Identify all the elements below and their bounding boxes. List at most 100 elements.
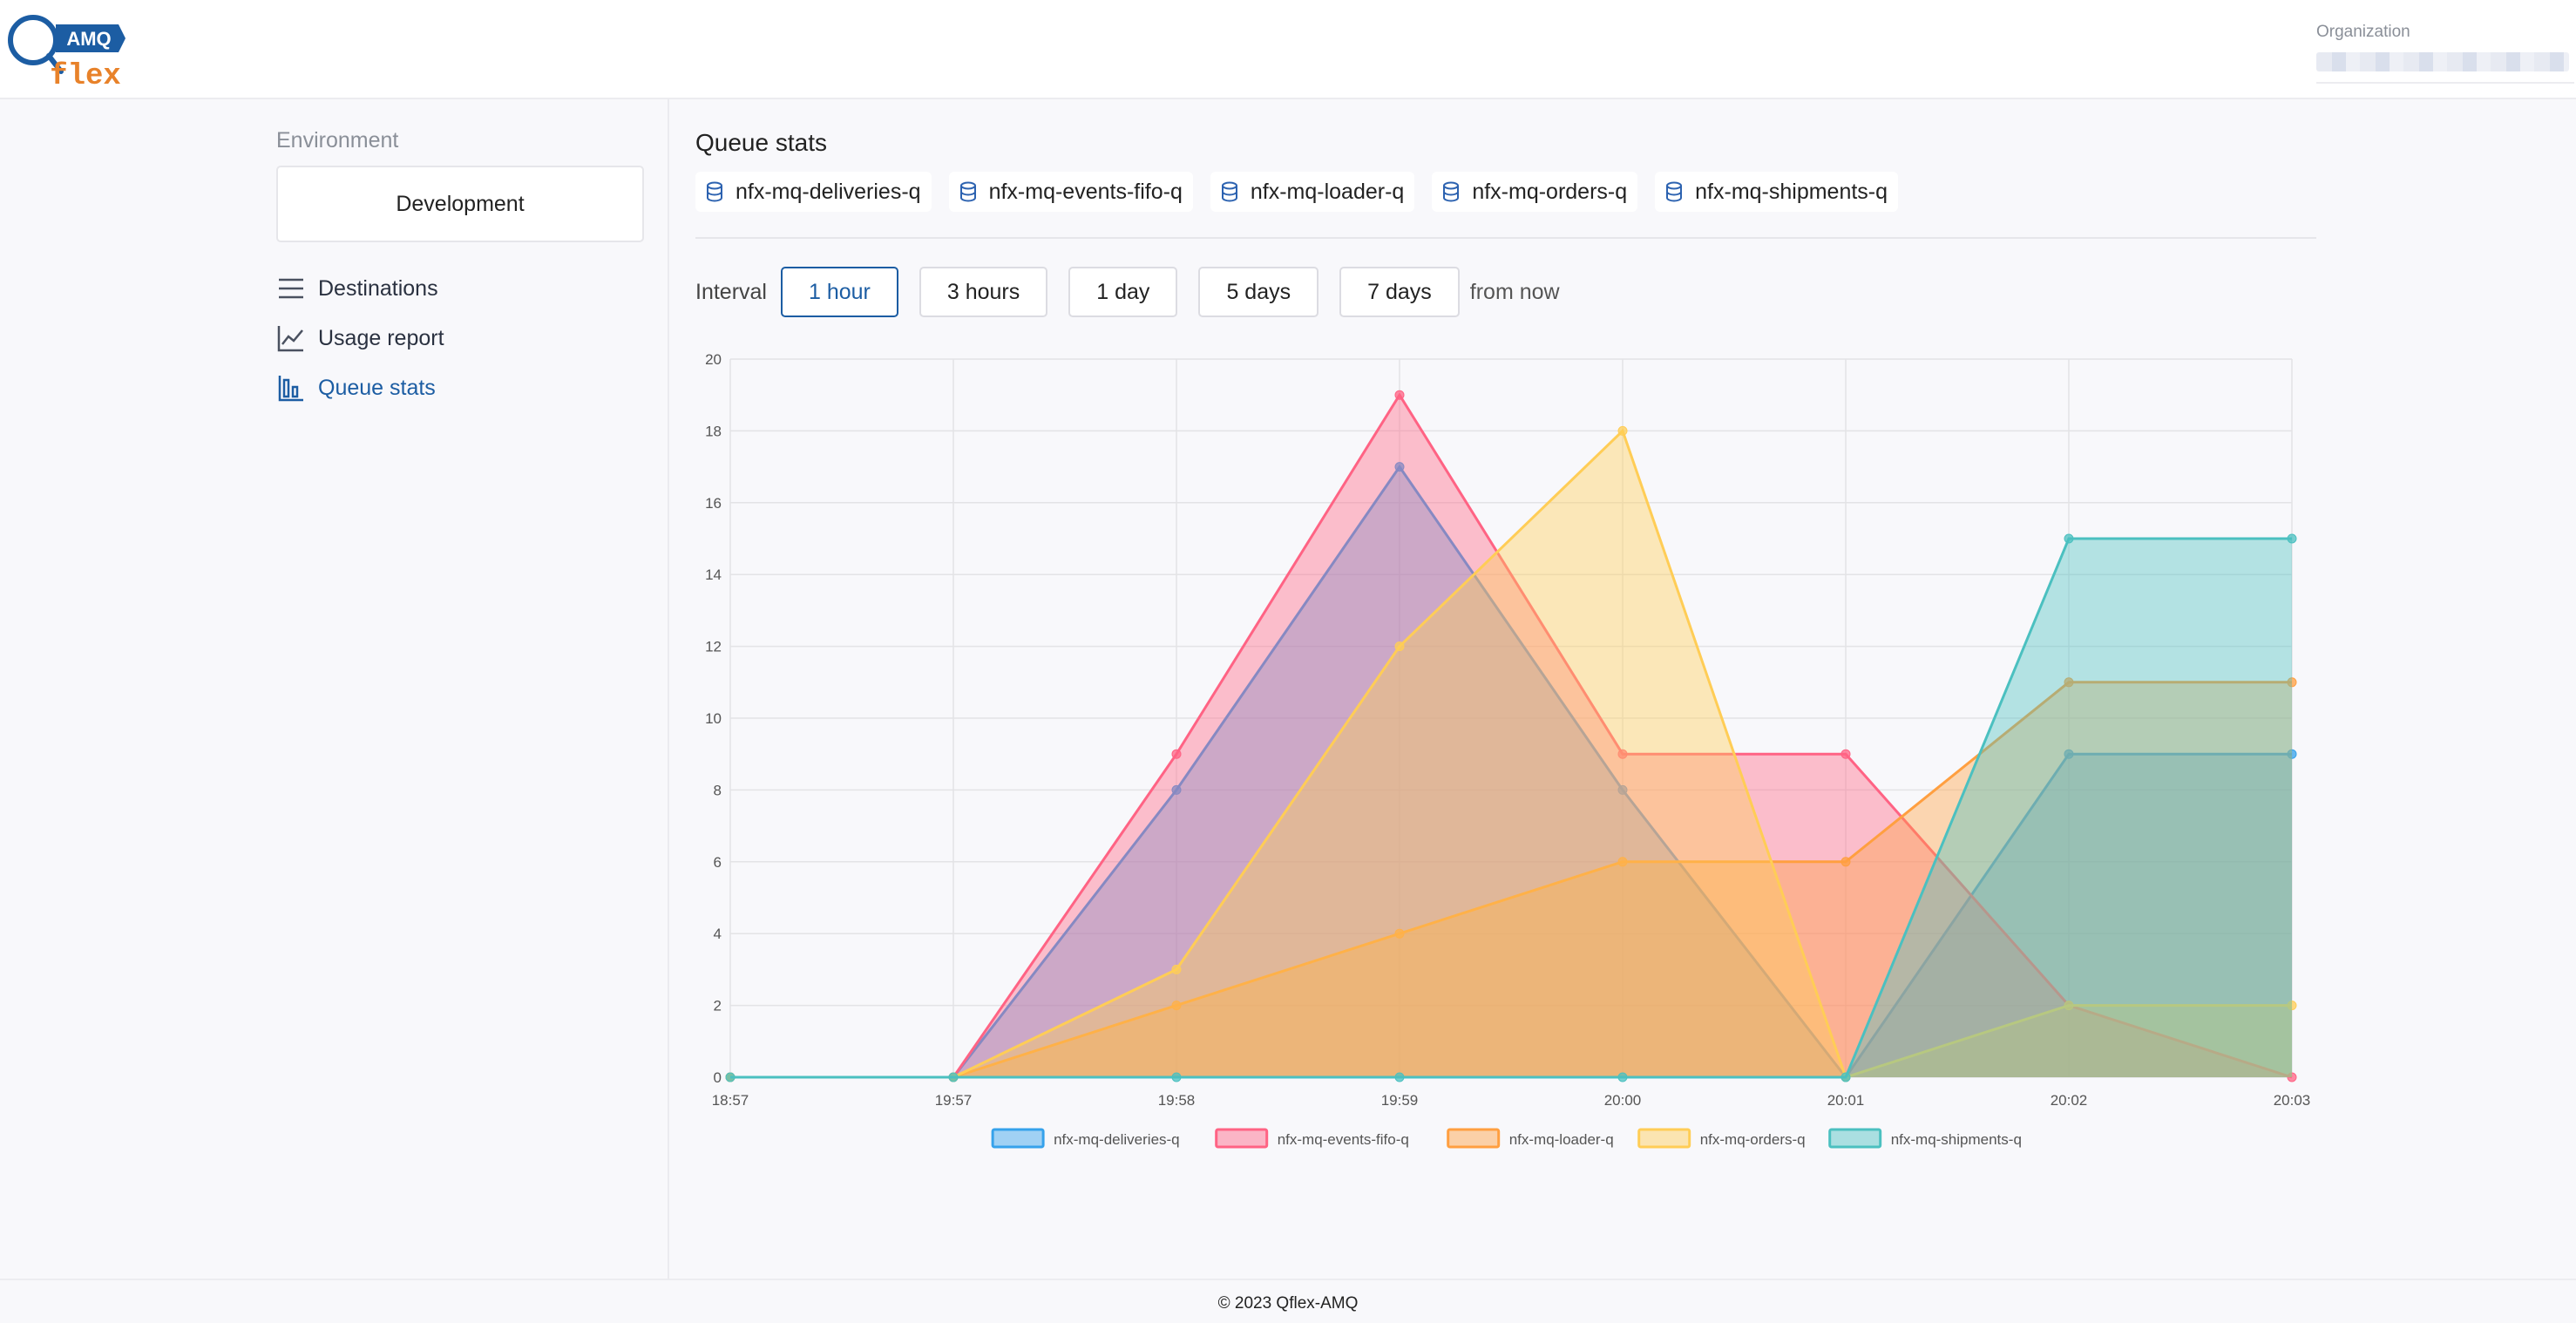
environment-label: Environment <box>276 128 399 153</box>
queue-chip-label: nfx-mq-events-fifo-q <box>988 179 1183 204</box>
legend-label: nfx-mq-shipments-q <box>1891 1131 2022 1148</box>
data-point <box>2287 533 2297 544</box>
queue-chip[interactable]: nfx-mq-events-fifo-q <box>948 172 1193 212</box>
database-icon <box>959 181 976 202</box>
legend-swatch <box>1215 1128 1269 1149</box>
organization-underline <box>2316 82 2574 84</box>
sidebar-item-label: Destinations <box>318 275 438 301</box>
series-area-nfx-mq-orders-q <box>730 431 2292 1077</box>
data-point <box>1171 1001 1182 1011</box>
environment-value: Development <box>396 192 525 216</box>
y-tick-label: 18 <box>705 423 722 439</box>
interval-5-days-button[interactable]: 5 days <box>1198 267 1319 317</box>
legend-swatch <box>1637 1128 1691 1149</box>
data-point <box>1394 390 1405 400</box>
data-point <box>1617 1072 1628 1082</box>
environment-selector[interactable]: Development <box>276 166 644 242</box>
legend-label: nfx-mq-loader-q <box>1509 1131 1614 1148</box>
queue-chip-label: nfx-mq-shipments-q <box>1695 179 1888 204</box>
top-header: AMQ flex Organization <box>0 0 2576 99</box>
queue-chip[interactable]: nfx-mq-orders-q <box>1432 172 1638 212</box>
interval-selector: Interval 1 hour 3 hours 1 day 5 days 7 d… <box>695 267 1560 317</box>
sidebar-item-label: Queue stats <box>318 375 436 400</box>
footer: © 2023 Qflex-AMQ <box>0 1279 2576 1323</box>
data-point <box>1171 749 1182 759</box>
footer-copyright: © 2023 Qflex-AMQ <box>1217 1294 1359 1313</box>
queue-stats-chart: 0 2 4 6 8 10 12 14 16 18 20 18:57 19:57 19:58 19:59 20:… <box>705 351 2311 1149</box>
data-point <box>1840 1072 1851 1082</box>
y-tick-label: 16 <box>705 495 722 512</box>
data-point <box>1171 964 1182 974</box>
sidebar-divider <box>668 98 669 1279</box>
data-point <box>1171 784 1182 795</box>
interval-1-day-button[interactable]: 1 day <box>1068 267 1178 317</box>
series-line-nfx-mq-deliveries-q <box>730 464 2292 1080</box>
logo-flex-text: flex <box>50 60 121 91</box>
x-tick-label: 18:57 <box>712 1092 749 1109</box>
y-tick-label: 10 <box>705 710 722 727</box>
data-point <box>1394 641 1405 652</box>
queue-chip[interactable]: nfx-mq-deliveries-q <box>695 172 932 212</box>
data-point <box>725 1072 736 1082</box>
series-line-nfx-mq-events-fifo-q <box>730 392 2293 1079</box>
legend-label: nfx-mq-orders-q <box>1700 1131 1806 1148</box>
x-tick-label: 19:59 <box>1381 1092 1419 1109</box>
data-point <box>1617 857 1628 867</box>
series-line-nfx-mq-shipments-q <box>730 537 2292 1079</box>
y-tick-label: 12 <box>705 639 722 655</box>
x-tick-label: 19:58 <box>1158 1092 1196 1109</box>
y-tick-label: 8 <box>714 782 722 798</box>
queue-chip-label: nfx-mq-loader-q <box>1250 179 1405 204</box>
sidebar-item-label: Usage report <box>318 325 444 350</box>
data-point <box>2064 749 2074 759</box>
menu-icon <box>279 278 303 299</box>
interval-1-hour-button[interactable]: 1 hour <box>780 267 898 317</box>
data-point <box>1617 749 1628 759</box>
sidebar-item-usage-report[interactable]: Usage report <box>276 323 444 353</box>
series-area-nfx-mq-events-fifo-q <box>730 395 2292 1077</box>
data-point <box>2287 749 2297 759</box>
data-point <box>2064 677 2074 688</box>
qflex-amq-logo[interactable]: AMQ flex <box>7 7 129 91</box>
x-tick-label: 20:03 <box>2274 1092 2311 1109</box>
x-tick-label: 20:00 <box>1604 1092 1642 1109</box>
legend-swatch <box>1828 1128 1882 1149</box>
queue-chip-label: nfx-mq-deliveries-q <box>736 179 921 204</box>
database-icon <box>1443 181 1460 202</box>
series-line-nfx-mq-loader-q <box>730 681 2292 1079</box>
series-area-nfx-mq-loader-q <box>730 682 2292 1077</box>
data-point <box>1617 425 1628 436</box>
data-point <box>2064 1001 2074 1011</box>
section-divider <box>695 237 2316 239</box>
y-tick-label: 4 <box>714 926 722 942</box>
data-point <box>1394 462 1405 472</box>
sidebar-item-destinations[interactable]: Destinations <box>276 274 444 303</box>
queue-chip[interactable]: nfx-mq-loader-q <box>1210 172 1415 212</box>
x-tick-label: 20:01 <box>1827 1092 1865 1109</box>
bar-chart-icon <box>278 376 303 402</box>
y-tick-label: 14 <box>705 567 722 583</box>
interval-7-days-button[interactable]: 7 days <box>1339 267 1460 317</box>
organization-label: Organization <box>2316 23 2410 41</box>
data-point <box>1840 857 1851 867</box>
queue-chip[interactable]: nfx-mq-shipments-q <box>1655 172 1899 212</box>
sidebar-item-queue-stats[interactable]: Queue stats <box>276 373 444 403</box>
database-icon <box>1221 181 1237 202</box>
logo-amq-text: AMQ <box>66 28 111 50</box>
interval-label: Interval <box>695 279 767 304</box>
database-icon <box>707 181 722 202</box>
x-tick-label: 20:02 <box>2051 1092 2088 1109</box>
y-tick-label: 2 <box>714 998 722 1014</box>
interval-3-hours-button[interactable]: 3 hours <box>919 267 1048 317</box>
data-point <box>948 1072 959 1082</box>
trend-icon <box>277 326 303 352</box>
organization-selector[interactable]: Organization <box>2316 23 2574 84</box>
data-point <box>1171 1072 1182 1082</box>
y-tick-label: 6 <box>714 854 722 871</box>
data-point <box>2287 1001 2297 1011</box>
data-point <box>2064 533 2074 544</box>
organization-value-redacted <box>2316 52 2569 71</box>
data-point <box>1394 1072 1405 1082</box>
y-tick-label: 20 <box>705 351 722 368</box>
from-now-label: from now <box>1469 279 1560 304</box>
